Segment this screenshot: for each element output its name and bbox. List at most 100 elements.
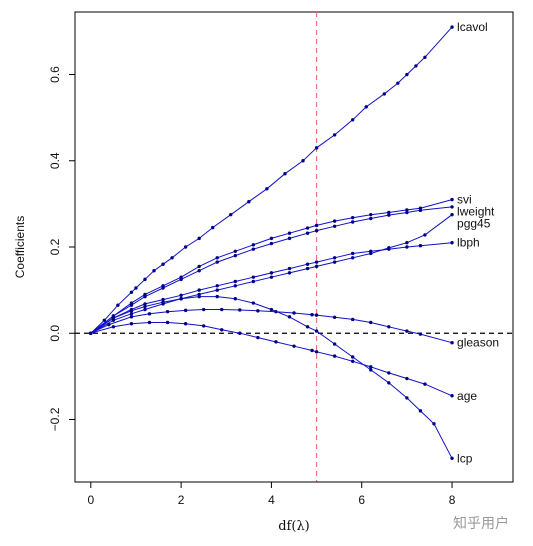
y-tick-label: 0.4 bbox=[48, 152, 62, 169]
data-point bbox=[332, 342, 337, 346]
y-tick-label: −0.2 bbox=[48, 407, 62, 431]
series-label-age: age bbox=[457, 389, 477, 403]
data-point bbox=[215, 256, 219, 260]
series-label-pgg45: pgg45 bbox=[457, 217, 491, 231]
data-point bbox=[201, 307, 206, 312]
data-point bbox=[233, 297, 237, 301]
data-point bbox=[238, 331, 242, 335]
data-point bbox=[143, 307, 147, 312]
data-point bbox=[387, 381, 391, 385]
data-point bbox=[215, 294, 219, 299]
data-point bbox=[314, 313, 319, 317]
data-point bbox=[129, 322, 134, 326]
data-point bbox=[215, 260, 219, 264]
data-point bbox=[89, 331, 93, 335]
y-tick-label: 0.0 bbox=[48, 325, 62, 342]
data-point bbox=[351, 256, 355, 260]
data-point bbox=[251, 279, 256, 284]
data-point bbox=[233, 253, 237, 258]
data-point bbox=[450, 394, 454, 398]
data-point bbox=[265, 187, 269, 191]
data-point bbox=[387, 371, 391, 375]
data-point bbox=[256, 335, 260, 340]
data-point bbox=[418, 332, 423, 336]
data-point bbox=[229, 212, 233, 217]
data-point bbox=[305, 266, 310, 271]
data-point bbox=[423, 382, 427, 386]
data-point bbox=[405, 210, 409, 215]
data-point bbox=[215, 288, 219, 292]
data-point bbox=[287, 266, 292, 271]
series-age bbox=[89, 320, 454, 398]
x-tick-label: 2 bbox=[178, 493, 185, 507]
data-point bbox=[161, 286, 165, 290]
data-point bbox=[287, 271, 292, 275]
data-point bbox=[369, 368, 373, 372]
data-point bbox=[220, 307, 224, 312]
data-point bbox=[332, 315, 337, 319]
data-point bbox=[274, 340, 278, 344]
data-point bbox=[251, 275, 256, 279]
series-label-lbph: lbph bbox=[457, 236, 480, 250]
data-point bbox=[351, 220, 355, 224]
data-point bbox=[269, 241, 274, 246]
data-point bbox=[314, 329, 319, 333]
data-point bbox=[269, 271, 274, 275]
series-lbph bbox=[89, 240, 454, 335]
data-point bbox=[351, 317, 355, 322]
series-line-gleason bbox=[90, 309, 453, 344]
data-point bbox=[129, 309, 134, 313]
data-point bbox=[147, 312, 152, 316]
data-point bbox=[269, 275, 274, 279]
data-point bbox=[332, 354, 337, 358]
data-point bbox=[305, 226, 310, 230]
x-tick-label: 8 bbox=[449, 493, 456, 507]
watermark: 知乎用户 bbox=[453, 515, 509, 532]
series-line-lcavol bbox=[90, 26, 453, 334]
data-point bbox=[251, 247, 256, 251]
data-point bbox=[143, 304, 147, 309]
data-point bbox=[314, 228, 319, 233]
series-layer bbox=[89, 25, 454, 460]
data-point bbox=[450, 456, 454, 460]
data-point bbox=[314, 146, 319, 150]
y-tick-label: 0.6 bbox=[48, 66, 62, 83]
y-axis: −0.2 0.0 0.2 0.4 0.6 bbox=[48, 66, 76, 431]
data-point bbox=[314, 350, 319, 354]
data-point bbox=[314, 264, 319, 269]
data-point bbox=[382, 92, 387, 96]
data-point bbox=[418, 208, 423, 213]
data-point bbox=[170, 256, 174, 260]
series-line-age bbox=[90, 322, 453, 397]
data-point bbox=[369, 216, 373, 221]
x-tick-label: 0 bbox=[87, 493, 94, 507]
data-point bbox=[111, 316, 116, 320]
data-point bbox=[269, 307, 274, 312]
data-point bbox=[332, 133, 337, 137]
x-axis: 0 2 4 6 8 bbox=[87, 481, 456, 507]
data-point bbox=[197, 294, 201, 299]
series-gleason bbox=[89, 307, 454, 345]
y-tick-label: 0.2 bbox=[48, 238, 62, 255]
data-point bbox=[310, 312, 314, 317]
series-label-lcavol: lcavol bbox=[457, 20, 488, 34]
data-point bbox=[287, 231, 292, 235]
data-point bbox=[107, 322, 111, 327]
series-label-lcp: lcp bbox=[457, 451, 473, 465]
data-point bbox=[165, 309, 170, 314]
data-point bbox=[405, 72, 409, 77]
data-point bbox=[432, 422, 436, 426]
data-point bbox=[111, 325, 116, 329]
x-tick-label: 4 bbox=[268, 493, 275, 507]
data-point bbox=[292, 344, 296, 348]
data-point bbox=[351, 355, 355, 359]
data-point bbox=[369, 365, 373, 369]
data-point bbox=[197, 269, 201, 273]
series-lweight bbox=[89, 205, 454, 335]
data-point bbox=[405, 396, 409, 400]
data-point bbox=[197, 288, 201, 292]
data-point bbox=[143, 302, 147, 306]
data-point bbox=[287, 236, 292, 241]
data-point bbox=[183, 245, 188, 249]
data-point bbox=[369, 320, 373, 325]
